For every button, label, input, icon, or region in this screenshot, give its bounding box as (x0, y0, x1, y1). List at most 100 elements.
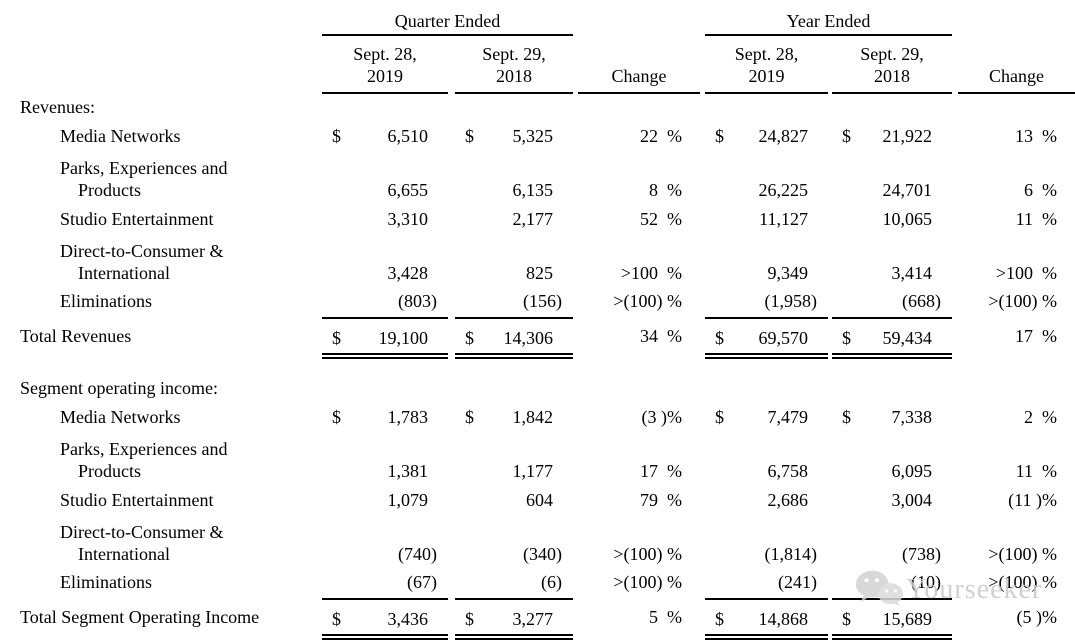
year-2019-amount-cell: $ 24,827 (705, 122, 828, 151)
table-row: Parks, Experiences and Products 1,381 1,… (0, 432, 1075, 486)
year-change-cell: 17 % (1015, 326, 1057, 346)
quarter-2019-value: 6,655 (387, 180, 429, 200)
header-label-spacer (0, 32, 322, 36)
year-change-cell: >(100) % (988, 291, 1057, 311)
wechat-chat-bubbles-icon (854, 566, 904, 613)
row-label-cell: Total Revenues (0, 319, 322, 359)
quarter-2018-value: 2,177 (512, 209, 554, 229)
quarter-2018-amount-cell: $ 1,842 (455, 403, 573, 432)
table-row: Direct-to-Consumer & International 3,428… (0, 234, 1075, 288)
row-label: Eliminations (60, 291, 152, 311)
table-row: Studio Entertainment 1,079 604 79 % 2,68… (0, 486, 1075, 515)
year-2019-amount-cell: 9,349 (705, 234, 828, 288)
quarter-change-cell: >100 % (620, 263, 682, 283)
quarter-2019-amount-cell: (803) (322, 288, 448, 319)
row-label: Total Segment Operating Income (20, 607, 260, 627)
quarter-2019-amount-cell (322, 375, 448, 403)
year-2019-column-header: Sept. 28, 2019 (705, 36, 828, 94)
dollar-sign: $ (465, 407, 474, 427)
row-label-line2: Products (78, 180, 141, 200)
quarter-2018-amount-cell: $ 3,277 (455, 600, 573, 640)
row-label-cell: Parks, Experiences and Products (0, 432, 322, 486)
dollar-sign: $ (465, 328, 474, 348)
table-row: Parks, Experiences and Products 6,655 6,… (0, 151, 1075, 205)
column-header-line: Sept. 29, (860, 44, 924, 64)
quarter-2018-amount-cell (455, 94, 573, 122)
table-row: Total Revenues $ 19,100 $ 14,306 34 % $ … (0, 319, 1075, 359)
year-2018-amount-cell: $ 7,338 (832, 403, 952, 432)
table-row: Media Networks $ 6,510 $ 5,325 22 % $ 24… (0, 122, 1075, 151)
quarter-2018-amount-cell: 825 (455, 234, 573, 288)
row-label-cell: Segment operating income: (0, 375, 322, 403)
year-2018-amount-cell: $ 21,922 (832, 122, 952, 151)
year-2019-amount-cell: 2,686 (705, 486, 828, 515)
year-2018-value: 59,434 (882, 328, 933, 348)
year-2018-amount-cell: $ 59,434 (832, 319, 952, 359)
year-2019-value: 6,758 (767, 461, 809, 481)
quarter-change-column-header: Change (578, 36, 700, 94)
dollar-sign: $ (715, 328, 724, 348)
year-2018-amount-cell: (668) (832, 288, 952, 319)
year-change-cell: 13 % (1015, 126, 1057, 146)
row-label-line2: Products (78, 461, 141, 481)
quarter-2019-amount-cell: $ 3,436 (322, 600, 448, 640)
year-change-cell: >(100) % (988, 572, 1057, 592)
year-2019-value: 11,127 (759, 209, 808, 229)
quarter-change-cell: >(100) % (613, 572, 682, 592)
row-label: Media Networks (60, 126, 181, 146)
quarter-2018-value: 1,177 (512, 461, 554, 481)
column-header-line: Change (611, 66, 667, 86)
year-2019-amount-cell: $ 69,570 (705, 319, 828, 359)
quarter-change-cell: 22 % (640, 126, 682, 146)
year-2018-value: 24,701 (882, 180, 933, 200)
table-header-groups: Quarter Ended Year Ended (0, 8, 1075, 36)
quarter-2018-value: 5,325 (512, 126, 554, 146)
dollar-sign: $ (332, 328, 341, 348)
quarter-2019-amount-cell: (740) (322, 515, 448, 569)
quarter-2018-amount-cell: 2,177 (455, 205, 573, 234)
row-label-cell: Eliminations (0, 288, 322, 319)
row-label-cell: Eliminations (0, 569, 322, 600)
year-change-cell: 11 % (1015, 461, 1057, 481)
year-2018-amount-cell: 10,065 (832, 205, 952, 234)
year-2019-amount-cell: 26,225 (705, 151, 828, 205)
year-change-cell: >100 % (995, 263, 1057, 283)
row-label: Eliminations (60, 572, 152, 592)
quarter-2018-value: 14,306 (503, 328, 554, 348)
column-header-line: 2019 (748, 66, 785, 86)
quarter-change-cell: 8 % (649, 180, 682, 200)
quarter-2018-value: (6) (541, 572, 562, 592)
row-label-cell: Media Networks (0, 122, 322, 151)
year-2019-amount-cell: 11,127 (705, 205, 828, 234)
row-label: Direct-to-Consumer & (60, 241, 224, 261)
quarter-2018-value: 604 (526, 490, 553, 510)
quarter-change-cell: 79 % (640, 490, 682, 510)
quarter-2019-value: 19,100 (378, 328, 429, 348)
year-2018-value: 7,338 (891, 407, 933, 427)
year-2018-amount-cell: $ 15,689 (832, 600, 952, 640)
column-header-line: 2019 (367, 66, 403, 86)
year-2019-value: 24,827 (758, 126, 809, 146)
dollar-sign: $ (715, 609, 724, 629)
row-label: Parks, Experiences and (60, 158, 228, 178)
year-change-cell: 6 % (1024, 180, 1057, 200)
quarter-2018-amount-cell: (340) (455, 515, 573, 569)
year-2018-value: 15,689 (882, 609, 933, 629)
table-row: Eliminations (803) (156) >(100) % (1,958… (0, 288, 1075, 319)
row-label-cell: Studio Entertainment (0, 486, 322, 515)
dollar-sign: $ (465, 609, 474, 629)
quarter-2019-value: 6,510 (387, 126, 429, 146)
year-change-column-header: Change (958, 36, 1075, 94)
table-row: Revenues: (0, 94, 1075, 122)
quarter-2018-amount-cell: (156) (455, 288, 573, 319)
watermark-text: Yourseeker (906, 573, 1043, 605)
quarter-2019-amount-cell: (67) (322, 569, 448, 600)
year-change-cell: 11 % (1015, 209, 1057, 229)
year-2018-value: 21,922 (882, 126, 933, 146)
year-2018-amount-cell: 3,004 (832, 486, 952, 515)
row-label-cell: Total Segment Operating Income (0, 600, 322, 640)
year-2019-value: 2,686 (767, 490, 809, 510)
table-row: Total Segment Operating Income $ 3,436 $… (0, 600, 1075, 640)
year-2019-value: 9,349 (767, 263, 809, 283)
